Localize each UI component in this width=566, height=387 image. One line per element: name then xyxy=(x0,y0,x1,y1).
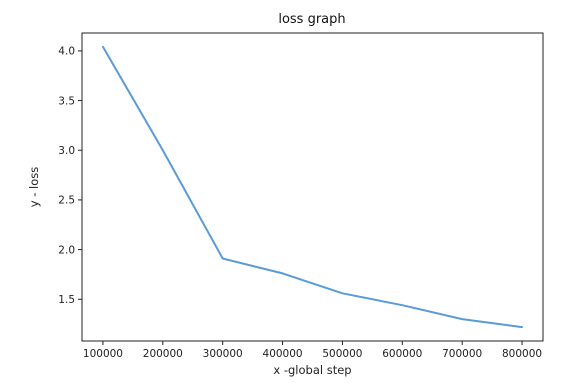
y-tick-label: 2.5 xyxy=(58,195,75,207)
x-axis-ticks: 100000 200000 300000 400000 500000 600000 7000… xyxy=(83,341,542,360)
x-tick-label: 700000 xyxy=(442,348,482,360)
x-tick-label: 800000 xyxy=(502,348,542,360)
x-tick-label: 600000 xyxy=(382,348,422,360)
y-axis-label: y - loss xyxy=(27,167,41,207)
series-layer xyxy=(102,45,523,329)
x-tick-label: 200000 xyxy=(143,348,183,360)
x-tick-label: 400000 xyxy=(263,348,303,360)
y-tick-label: 1.5 xyxy=(58,294,75,306)
series-line-0 xyxy=(102,45,523,329)
chart-title: loss graph xyxy=(278,12,345,27)
y-tick-label: 4.0 xyxy=(58,46,75,58)
plot-frame xyxy=(81,32,544,342)
y-tick-label: 3.5 xyxy=(58,95,75,107)
x-tick-label: 500000 xyxy=(322,348,362,360)
y-axis-ticks: 1.5 2.0 2.5 3.0 3.5 4.0 xyxy=(58,46,82,306)
y-tick-label: 2.0 xyxy=(58,244,75,256)
x-axis-label: x -global step xyxy=(273,363,351,377)
x-tick-label: 100000 xyxy=(83,348,123,360)
x-tick-label: 300000 xyxy=(203,348,243,360)
y-tick-label: 3.0 xyxy=(58,145,75,157)
